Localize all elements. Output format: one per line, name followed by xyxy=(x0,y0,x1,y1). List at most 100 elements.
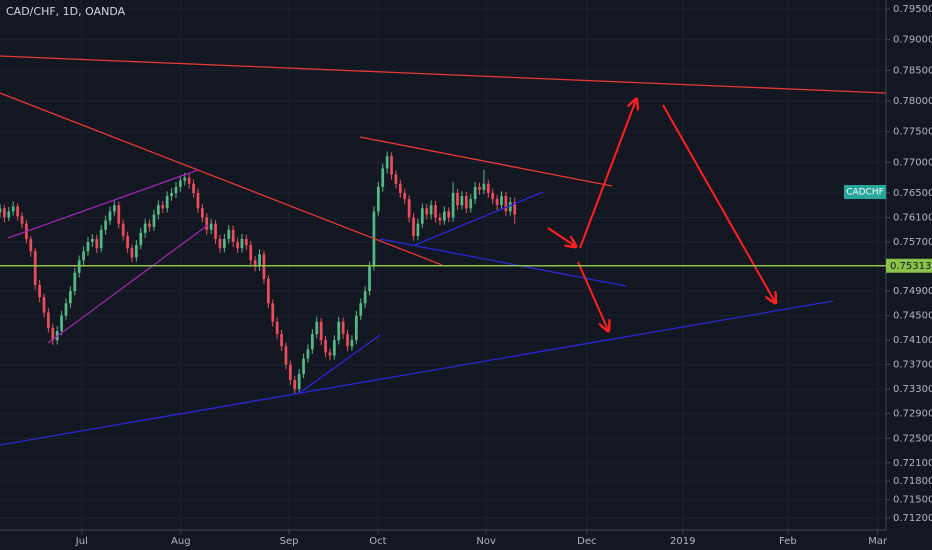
candle-body xyxy=(42,297,46,313)
candle-body xyxy=(262,254,266,279)
candle-body xyxy=(310,334,314,350)
candle-body xyxy=(266,278,270,304)
x-tick-label: Dec xyxy=(577,536,596,547)
y-tick-label: 0.74500 xyxy=(893,311,932,322)
y-tick-label: 0.72100 xyxy=(893,458,932,469)
candle-body xyxy=(99,229,103,249)
trendline xyxy=(7,169,199,239)
candle-body xyxy=(293,380,297,390)
candle-body xyxy=(495,199,499,206)
candle-body xyxy=(47,312,50,328)
candle-body xyxy=(271,303,275,322)
candle-body xyxy=(394,174,398,184)
candle-body xyxy=(398,183,402,193)
arrow xyxy=(547,227,575,246)
price-label-box xyxy=(886,258,932,273)
candle-body xyxy=(121,223,125,236)
y-tick-label: 0.72500 xyxy=(893,433,932,444)
candle-body xyxy=(478,186,481,190)
y-tick-label: 0.78500 xyxy=(893,65,932,76)
candle-body xyxy=(376,186,380,212)
y-tick-label: 0.71800 xyxy=(893,476,932,487)
y-tick-label: 0.74100 xyxy=(893,335,932,346)
candle-body xyxy=(69,291,72,304)
candle-body xyxy=(183,177,187,181)
chart-title: CAD/CHF, 1D, OANDA xyxy=(6,5,126,18)
candle-body xyxy=(500,196,503,206)
candle-body xyxy=(16,206,19,217)
candle-body xyxy=(38,284,41,298)
x-tick-label: 2019 xyxy=(670,536,695,547)
trendline xyxy=(47,224,209,344)
symbol-tag: CADCHF xyxy=(846,188,884,198)
y-tick-label: 0.75700 xyxy=(893,237,932,248)
candle-body xyxy=(258,254,261,267)
candle-body xyxy=(381,168,385,187)
candle-body xyxy=(350,340,354,347)
candle-body xyxy=(302,358,305,374)
trendline xyxy=(0,92,443,266)
y-tick-label: 0.77000 xyxy=(893,157,932,168)
trendline xyxy=(414,191,544,246)
candle-body xyxy=(157,205,160,215)
candle-body xyxy=(249,245,253,261)
candle-body xyxy=(434,205,437,218)
candle-body xyxy=(297,373,301,390)
y-tick-label: 0.73700 xyxy=(893,360,932,371)
y-tick-label: 0.79000 xyxy=(893,35,932,46)
y-tick-label: 0.73300 xyxy=(893,384,932,395)
candle-body xyxy=(236,242,239,249)
candle-body xyxy=(82,251,85,261)
arrow xyxy=(662,104,775,302)
candle-body xyxy=(513,202,517,215)
candle-body xyxy=(77,260,81,273)
candles xyxy=(0,151,517,395)
candle-body xyxy=(456,192,459,206)
candle-body xyxy=(152,214,156,227)
y-tick-label: 0.71200 xyxy=(893,513,932,524)
candle-body xyxy=(328,352,332,356)
candle-body xyxy=(126,235,129,249)
arrow xyxy=(577,261,608,330)
trendline xyxy=(297,334,381,395)
candle-body xyxy=(244,238,248,246)
y-tick-label: 0.74900 xyxy=(893,286,932,297)
candle-body xyxy=(346,334,349,347)
candle-body xyxy=(491,192,495,200)
candle-body xyxy=(0,208,2,213)
y-tick-label: 0.72900 xyxy=(893,409,932,420)
candle-body xyxy=(275,321,279,335)
candle-body xyxy=(209,223,213,230)
candle-body xyxy=(420,208,424,224)
trendline xyxy=(359,136,613,187)
candle-body xyxy=(486,183,490,193)
candle-body xyxy=(337,321,341,341)
candle-body xyxy=(464,196,468,209)
candle-body xyxy=(218,238,222,249)
x-tick-label: Nov xyxy=(476,536,496,547)
candle-body xyxy=(113,205,116,212)
candle-body xyxy=(438,217,442,221)
candle-body xyxy=(170,192,173,197)
candle-body xyxy=(227,229,231,239)
candle-body xyxy=(7,211,11,218)
candle-body xyxy=(412,217,415,236)
candle-body xyxy=(504,196,508,212)
candle-body xyxy=(429,205,433,215)
candle-body xyxy=(148,223,151,227)
y-tick-label: 0.78000 xyxy=(893,96,932,107)
candle-body xyxy=(3,208,6,218)
candle-body xyxy=(284,346,288,365)
candle-body xyxy=(86,242,90,252)
x-tick-label: Mar xyxy=(868,536,888,547)
candle-body xyxy=(143,223,147,233)
candle-body xyxy=(368,266,371,292)
candle-body xyxy=(214,223,217,239)
candle-body xyxy=(33,251,37,285)
candle-body xyxy=(469,199,473,209)
symbol-tag-box xyxy=(844,185,886,199)
candle-body xyxy=(403,192,407,200)
axes: 0.79500 0.79000 0.78500 0.78000 0.77500 0.770… xyxy=(75,4,932,547)
